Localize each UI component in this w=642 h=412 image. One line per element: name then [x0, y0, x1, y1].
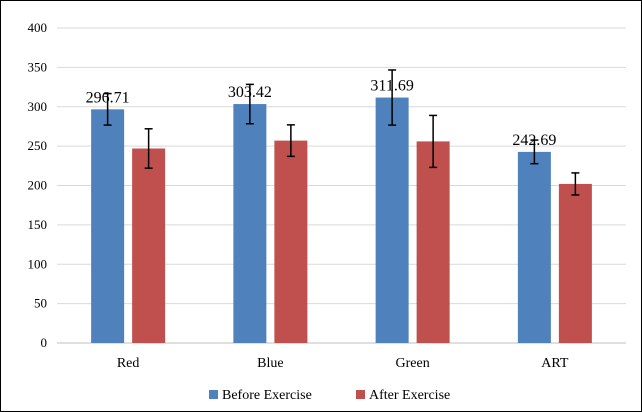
bar-after-exercise: [132, 148, 166, 343]
data-label: 296.71: [86, 89, 130, 106]
legend-swatch: [356, 390, 365, 399]
bar-before-exercise: [91, 109, 125, 343]
data-label: 242.69: [512, 132, 556, 149]
y-tick-label: 150: [28, 217, 48, 232]
y-tick-label: 100: [28, 256, 48, 271]
x-category-label: ART: [541, 356, 569, 371]
bars: [91, 97, 592, 343]
bar-before-exercise: [375, 97, 409, 343]
bar-after-exercise: [416, 141, 450, 343]
y-tick-label: 200: [28, 178, 48, 193]
y-axis-tick-labels: 0 50 100 150 200 250 300 350 400: [28, 20, 48, 350]
y-tick-label: 250: [28, 138, 48, 153]
y-tick-label: 400: [28, 20, 48, 35]
data-labels: 296.71 303.42 311.69 242.69: [86, 78, 557, 149]
x-category-label: Blue: [257, 356, 283, 371]
data-label: 311.69: [370, 78, 413, 95]
y-tick-label: 0: [41, 335, 48, 350]
error-bars: [103, 69, 580, 196]
x-axis-category-labels: Red Blue Green ART: [117, 356, 569, 371]
bar-after-exercise: [274, 140, 308, 343]
x-category-label: Red: [117, 356, 140, 371]
bar-before-exercise: [517, 151, 551, 343]
y-tick-label: 300: [28, 99, 48, 114]
y-tick-label: 50: [34, 296, 47, 311]
bar-before-exercise: [233, 104, 267, 343]
legend-label: After Exercise: [369, 388, 450, 403]
legend-swatch: [209, 390, 218, 399]
bar-after-exercise: [558, 183, 592, 343]
x-category-label: Green: [396, 356, 430, 371]
y-tick-label: 350: [28, 59, 48, 74]
legend-label: Before Exercise: [222, 388, 312, 403]
legend: Before Exercise After Exercise: [209, 388, 450, 403]
data-label: 303.42: [228, 84, 272, 101]
